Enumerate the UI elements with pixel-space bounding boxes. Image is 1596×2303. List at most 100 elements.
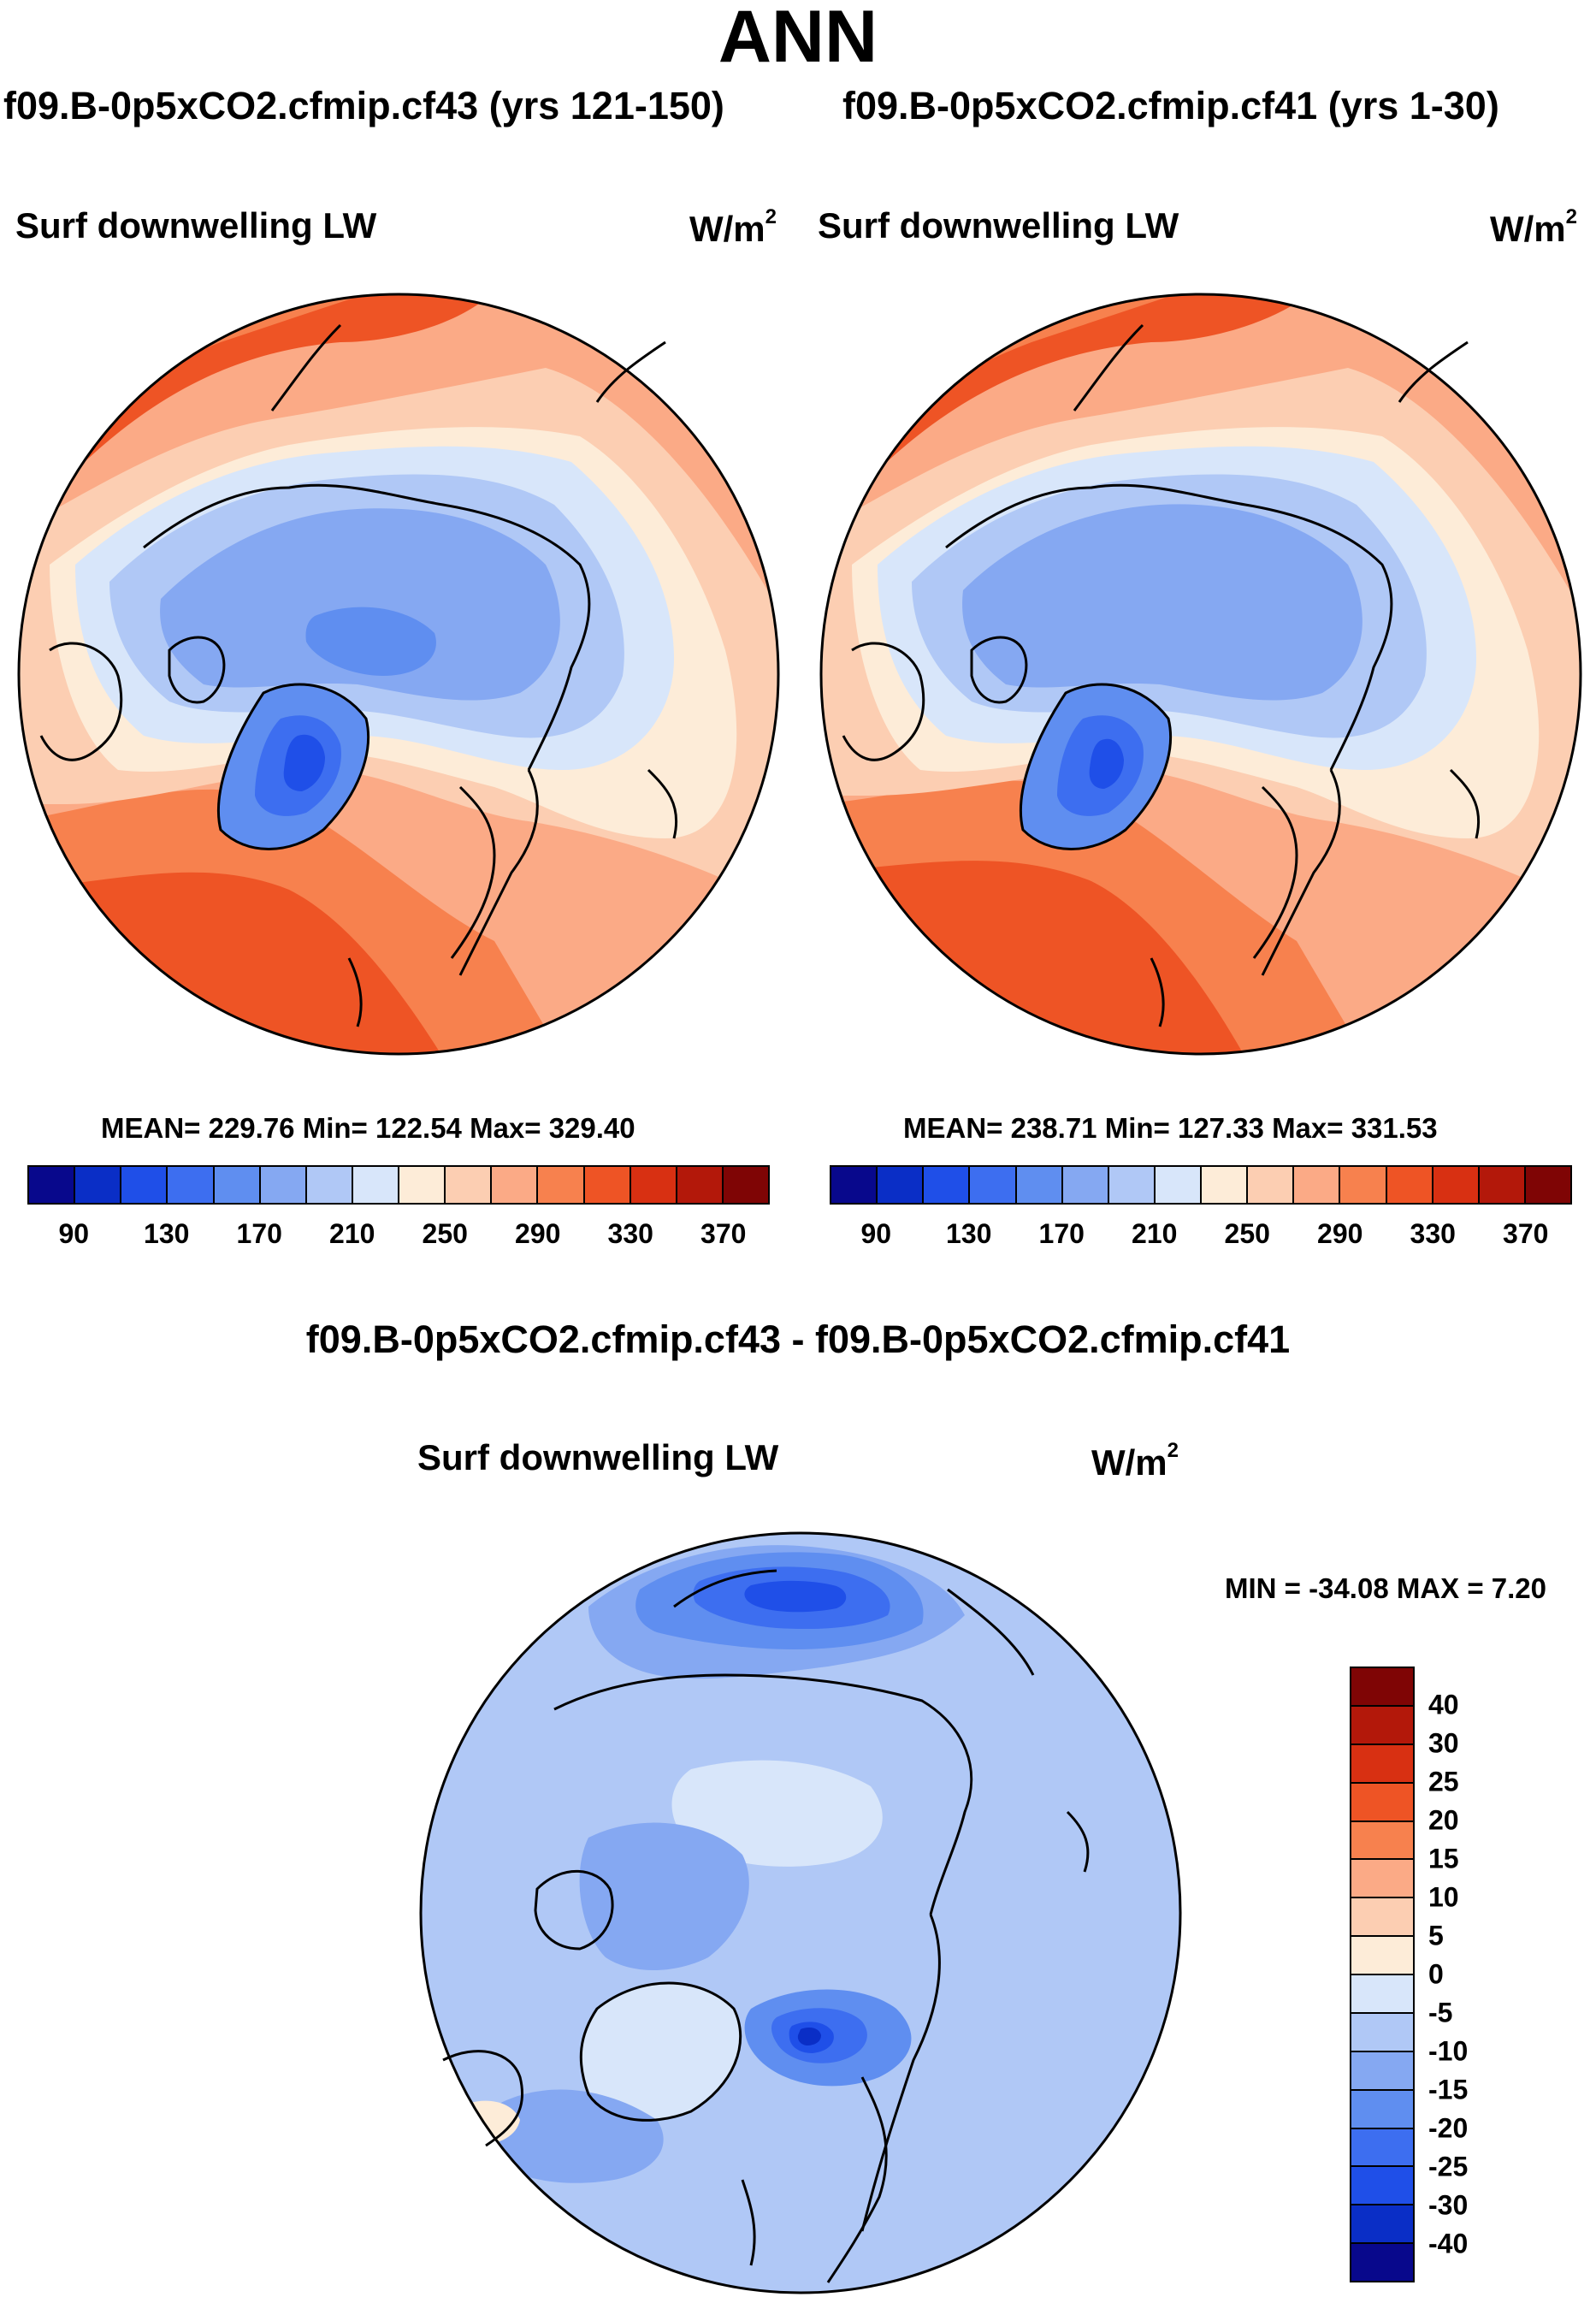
colorbar-swatch xyxy=(1525,1167,1570,1203)
colorbar-swatch xyxy=(1351,1706,1413,1745)
colorbar-tick-label: -40 xyxy=(1428,2228,1469,2259)
colorbar-tick-label: -10 xyxy=(1428,2035,1469,2067)
colorbar-swatch xyxy=(831,1167,878,1203)
map2-coastlines xyxy=(842,323,1481,1027)
diffmap-contours xyxy=(421,1533,1180,2293)
diff-colorbar xyxy=(1350,1667,1415,2282)
colorbar-tick-label: 0 xyxy=(1428,1958,1444,1990)
panel2-variable-title: Surf downwelling LW xyxy=(818,205,1179,246)
colorbar-tick-label: 25 xyxy=(1428,1766,1459,1797)
map-panel-2 xyxy=(819,293,1582,1056)
colorbar-tick-label: 370 xyxy=(700,1218,747,1249)
diff-stats: MIN = -34.08 MAX = 7.20 xyxy=(1225,1572,1547,1604)
colorbar-swatch xyxy=(260,1167,307,1203)
colorbar-swatch xyxy=(1340,1167,1387,1203)
panel1-colorbar-ticks: 90 130 170 210 250 290 330 370 xyxy=(27,1218,770,1252)
map1-coastlines xyxy=(39,323,678,1027)
colorbar-tick-label: 10 xyxy=(1428,1881,1459,1913)
colorbar-tick-label: 330 xyxy=(1410,1218,1456,1249)
colorbar-tick-label: 90 xyxy=(860,1218,892,1249)
map1-contours xyxy=(19,294,778,1054)
colorbar-swatch xyxy=(1351,1744,1413,1784)
colorbar-tick-label: 130 xyxy=(144,1218,190,1249)
colorbar-swatch xyxy=(1351,2013,1413,2052)
map2-contours xyxy=(821,294,1581,1054)
map-panel-1 xyxy=(17,293,780,1056)
panel1-colorbar xyxy=(27,1165,770,1205)
colorbar-swatch xyxy=(1351,2128,1413,2168)
colorbar-tick-label: 15 xyxy=(1428,1843,1459,1874)
colorbar-swatch xyxy=(121,1167,168,1203)
map-panel-diff xyxy=(419,1531,1182,2294)
colorbar-swatch xyxy=(29,1167,76,1203)
colorbar-swatch xyxy=(1351,1898,1413,1938)
panel2-colorbar xyxy=(830,1165,1572,1205)
season-title: ANN xyxy=(718,0,878,78)
colorbar-swatch xyxy=(723,1167,768,1203)
colorbar-swatch xyxy=(630,1167,677,1203)
diffmap-coastlines xyxy=(442,1569,1090,2283)
colorbar-swatch xyxy=(584,1167,631,1203)
panel2-colorbar-ticks: 90 130 170 210 250 290 330 370 xyxy=(830,1218,1572,1252)
colorbar-swatch xyxy=(1294,1167,1341,1203)
colorbar-tick-label: 210 xyxy=(329,1218,375,1249)
diff-colorbar-ticks: 40 30 25 20 15 10 5 0 -5 -10 -15 -20 -25 -30 -40 xyxy=(1428,1667,1531,2282)
colorbar-tick-label: 20 xyxy=(1428,1804,1459,1836)
colorbar-swatch xyxy=(970,1167,1017,1203)
colorbar-swatch xyxy=(677,1167,724,1203)
colorbar-swatch xyxy=(924,1167,971,1203)
diff-units: W/m2 xyxy=(1091,1439,1179,1483)
colorbar-tick-label: -20 xyxy=(1428,2112,1469,2144)
panel2-units: W/m2 xyxy=(1490,205,1578,249)
colorbar-swatch xyxy=(1351,2051,1413,2091)
colorbar-swatch xyxy=(1016,1167,1063,1203)
colorbar-tick-label: 170 xyxy=(1038,1218,1085,1249)
diff-variable-title: Surf downwelling LW xyxy=(417,1437,779,1477)
colorbar-swatch xyxy=(214,1167,261,1203)
colorbar-swatch xyxy=(446,1167,493,1203)
colorbar-swatch xyxy=(538,1167,585,1203)
panel1-stats: MEAN= 229.76 Min= 122.54 Max= 329.40 xyxy=(101,1112,635,1144)
colorbar-tick-label: 370 xyxy=(1503,1218,1549,1249)
colorbar-tick-label: 210 xyxy=(1132,1218,1178,1249)
colorbar-swatch xyxy=(1351,1668,1413,1707)
diff-case-title: f09.B-0p5xCO2.cfmip.cf43 - f09.B-0p5xCO2… xyxy=(305,1317,1291,1361)
colorbar-swatch xyxy=(1202,1167,1249,1203)
panel1-variable-title: Surf downwelling LW xyxy=(15,205,377,246)
colorbar-swatch xyxy=(878,1167,925,1203)
colorbar-swatch xyxy=(1351,1821,1413,1861)
colorbar-swatch xyxy=(1351,1860,1413,1899)
colorbar-tick-label: -30 xyxy=(1428,2189,1469,2221)
colorbar-tick-label: 30 xyxy=(1428,1727,1459,1759)
colorbar-swatch xyxy=(1351,1975,1413,2014)
panel2-stats: MEAN= 238.71 Min= 127.33 Max= 331.53 xyxy=(903,1112,1438,1144)
colorbar-swatch xyxy=(1351,2244,1413,2281)
colorbar-swatch xyxy=(352,1167,399,1203)
colorbar-swatch xyxy=(1062,1167,1109,1203)
colorbar-swatch xyxy=(1155,1167,1202,1203)
colorbar-swatch xyxy=(1351,2167,1413,2206)
colorbar-swatch xyxy=(399,1167,446,1203)
colorbar-tick-label: 330 xyxy=(607,1218,653,1249)
colorbar-tick-label: -25 xyxy=(1428,2151,1469,2182)
colorbar-swatch xyxy=(1386,1167,1433,1203)
colorbar-swatch xyxy=(1351,2090,1413,2129)
colorbar-tick-label: 250 xyxy=(1224,1218,1270,1249)
panel1-units: W/m2 xyxy=(689,205,777,249)
colorbar-swatch xyxy=(1351,1783,1413,1822)
colorbar-swatch xyxy=(492,1167,539,1203)
colorbar-swatch xyxy=(1351,2205,1413,2245)
panel1-case-title: f09.B-0p5xCO2.cfmip.cf43 (yrs 121-150) xyxy=(3,84,724,127)
colorbar-swatch xyxy=(1108,1167,1156,1203)
colorbar-swatch xyxy=(168,1167,215,1203)
colorbar-tick-label: 290 xyxy=(515,1218,561,1249)
colorbar-tick-label: -15 xyxy=(1428,2074,1469,2105)
colorbar-tick-label: -5 xyxy=(1428,1997,1453,2028)
colorbar-tick-label: 170 xyxy=(236,1218,282,1249)
colorbar-tick-label: 250 xyxy=(422,1218,468,1249)
colorbar-tick-label: 5 xyxy=(1428,1920,1444,1951)
colorbar-tick-label: 130 xyxy=(946,1218,992,1249)
panel2-case-title: f09.B-0p5xCO2.cfmip.cf41 (yrs 1-30) xyxy=(842,84,1499,127)
colorbar-tick-label: 290 xyxy=(1317,1218,1363,1249)
colorbar-tick-label: 40 xyxy=(1428,1689,1459,1720)
